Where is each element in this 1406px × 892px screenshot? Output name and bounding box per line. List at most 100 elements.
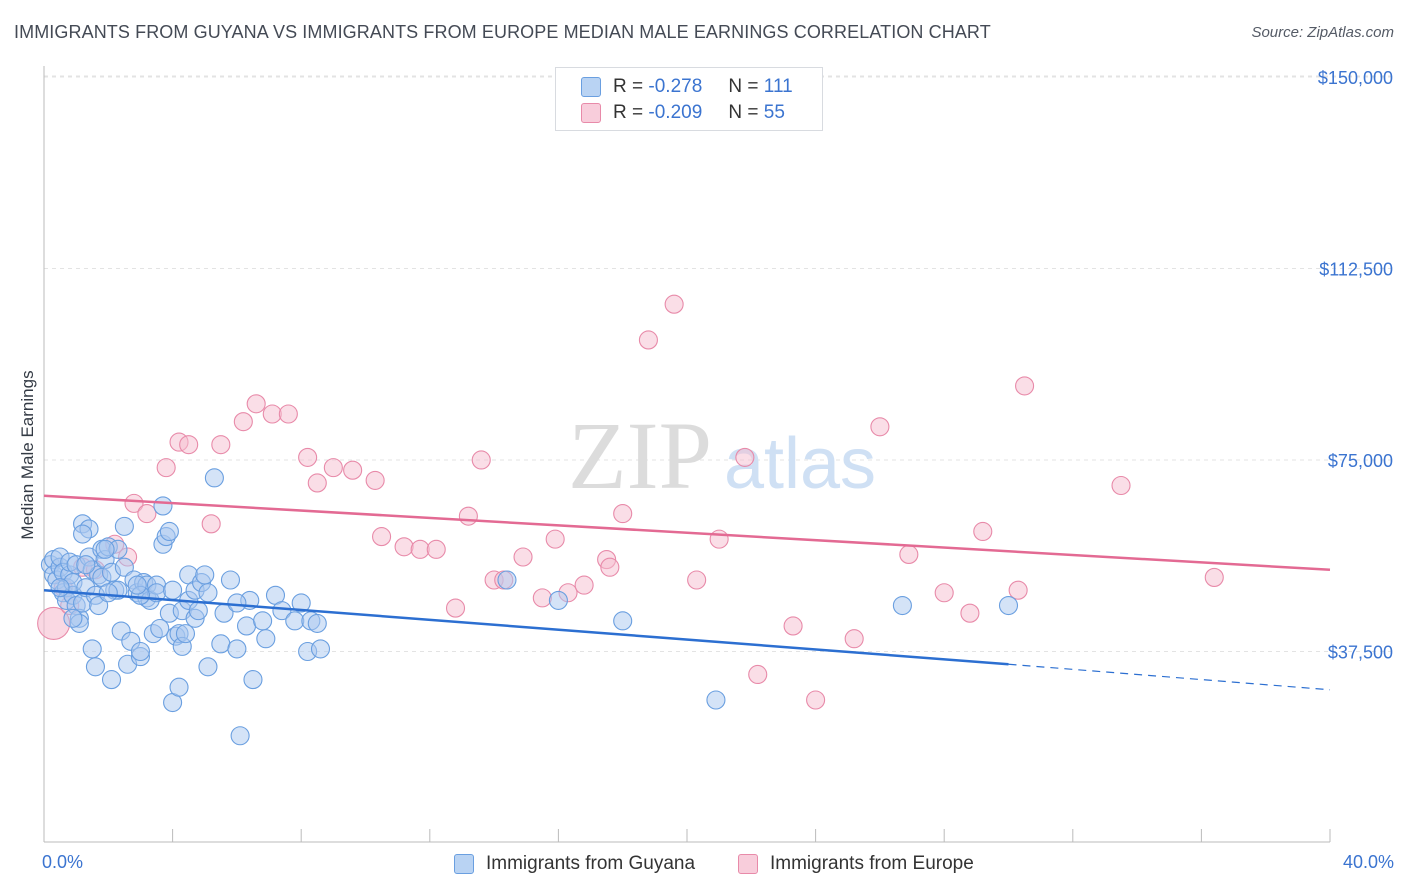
europe-point xyxy=(687,570,707,590)
guyana-point xyxy=(307,613,327,633)
chart-title: IMMIGRANTS FROM GUYANA VS IMMIGRANTS FRO… xyxy=(14,22,991,42)
guyana-point xyxy=(130,641,150,662)
guyana-point xyxy=(198,583,218,603)
europe-point xyxy=(973,521,993,542)
europe-point xyxy=(445,598,466,618)
guyana-point xyxy=(188,601,208,621)
europe-point xyxy=(211,435,231,455)
guyana-point xyxy=(236,616,257,636)
guyana-point xyxy=(227,639,247,659)
guyana-point xyxy=(198,657,218,677)
guyana-point xyxy=(285,611,305,631)
guyana-point xyxy=(95,539,115,559)
guyana-point xyxy=(114,516,134,536)
y-tick-label: $75,000 xyxy=(1328,451,1393,471)
europe-point xyxy=(748,664,768,685)
europe-point xyxy=(870,417,890,437)
guyana-point xyxy=(220,570,241,590)
europe-point xyxy=(1015,376,1035,396)
legend-n-value-europe: 55 xyxy=(763,102,785,123)
europe-point xyxy=(600,557,620,577)
legend-row-europe: R = -0.209 N = 55 xyxy=(556,100,785,126)
guyana-point xyxy=(163,580,183,600)
europe-point xyxy=(458,506,478,526)
guyana-trend-extension xyxy=(1008,663,1331,691)
guyana-point xyxy=(63,608,83,628)
europe-point xyxy=(246,394,266,414)
bottom-legend-label-europe: Immigrants from Europe xyxy=(770,853,974,874)
guyana-point xyxy=(85,657,105,677)
guyana-point xyxy=(101,670,122,690)
bottom-legend-guyana: Immigrants from Guyana xyxy=(454,851,695,877)
europe-point xyxy=(664,294,684,314)
guyana-point xyxy=(50,578,70,598)
europe-point xyxy=(1111,475,1131,496)
legend-r-label: R = xyxy=(613,102,644,123)
bottom-legend-europe: Immigrants from Europe xyxy=(738,851,974,877)
guyana-trend-line xyxy=(43,588,1009,666)
y-tick-label: $112,500 xyxy=(1319,259,1393,279)
guyana-point xyxy=(89,595,109,616)
guyana-point xyxy=(159,521,179,542)
source-label: Source: ZipAtlas.com xyxy=(1251,24,1394,41)
legend-r-value-guyana: -0.278 xyxy=(648,76,703,97)
guyana-point xyxy=(150,618,170,639)
gridlines xyxy=(44,75,1396,652)
guyana-point xyxy=(310,639,331,659)
guyana-point xyxy=(73,524,93,544)
guyana-point xyxy=(253,611,273,631)
europe-point xyxy=(201,514,221,534)
guyana-point xyxy=(153,496,173,516)
europe-point xyxy=(545,529,565,549)
europe-point xyxy=(513,547,533,567)
legend-r-value-europe: -0.209 xyxy=(648,102,703,123)
legend-n-label: N = xyxy=(728,102,759,123)
legend-n-label: N = xyxy=(728,76,759,97)
guyana-point xyxy=(497,570,517,590)
europe-point xyxy=(806,690,826,710)
guyana-point xyxy=(892,595,912,616)
guyana-point xyxy=(291,593,311,613)
guyana-point xyxy=(230,726,250,746)
europe-point xyxy=(343,460,363,480)
series-guyana-points xyxy=(40,468,1019,746)
legend-swatch-europe xyxy=(581,103,601,123)
europe-point xyxy=(783,616,803,636)
legend-row-guyana: R = -0.278 N = 111 xyxy=(556,74,793,100)
europe-point xyxy=(709,529,729,549)
guyana-point xyxy=(706,690,726,710)
europe-point xyxy=(233,412,253,432)
guyana-point xyxy=(998,595,1019,616)
bottom-legend-label-guyana: Immigrants from Guyana xyxy=(486,853,696,874)
trend-lines xyxy=(43,494,1331,691)
europe-point xyxy=(307,473,327,493)
europe-point xyxy=(960,603,980,623)
europe-point xyxy=(323,458,343,478)
europe-point xyxy=(262,404,282,424)
legend-swatch-guyana xyxy=(581,77,601,97)
bottom-legend-swatch-europe xyxy=(738,854,758,874)
guyana-point xyxy=(98,583,118,603)
europe-point xyxy=(638,330,658,350)
guyana-point xyxy=(256,629,276,649)
europe-point xyxy=(1008,580,1028,600)
guyana-point xyxy=(127,575,147,595)
europe-point xyxy=(278,404,298,424)
europe-point xyxy=(137,504,157,524)
watermark-zip: ZIP xyxy=(568,402,712,509)
bottom-legend-swatch-guyana xyxy=(454,854,474,874)
guyana-point xyxy=(76,555,96,575)
guyana-point xyxy=(204,468,224,488)
europe-point xyxy=(298,447,318,467)
europe-point xyxy=(156,458,176,478)
y-tick-label: $37,500 xyxy=(1328,642,1393,662)
europe-point xyxy=(124,493,144,513)
guyana-point xyxy=(211,634,231,654)
guyana-point xyxy=(548,590,568,610)
axes xyxy=(43,66,1331,843)
guyana-point xyxy=(114,557,134,577)
correlation-legend: R = -0.278 N = 111 R = -0.209 N = 55 xyxy=(555,67,823,131)
europe-point xyxy=(471,450,491,470)
guyana-point xyxy=(613,611,633,631)
europe-point xyxy=(179,435,199,455)
